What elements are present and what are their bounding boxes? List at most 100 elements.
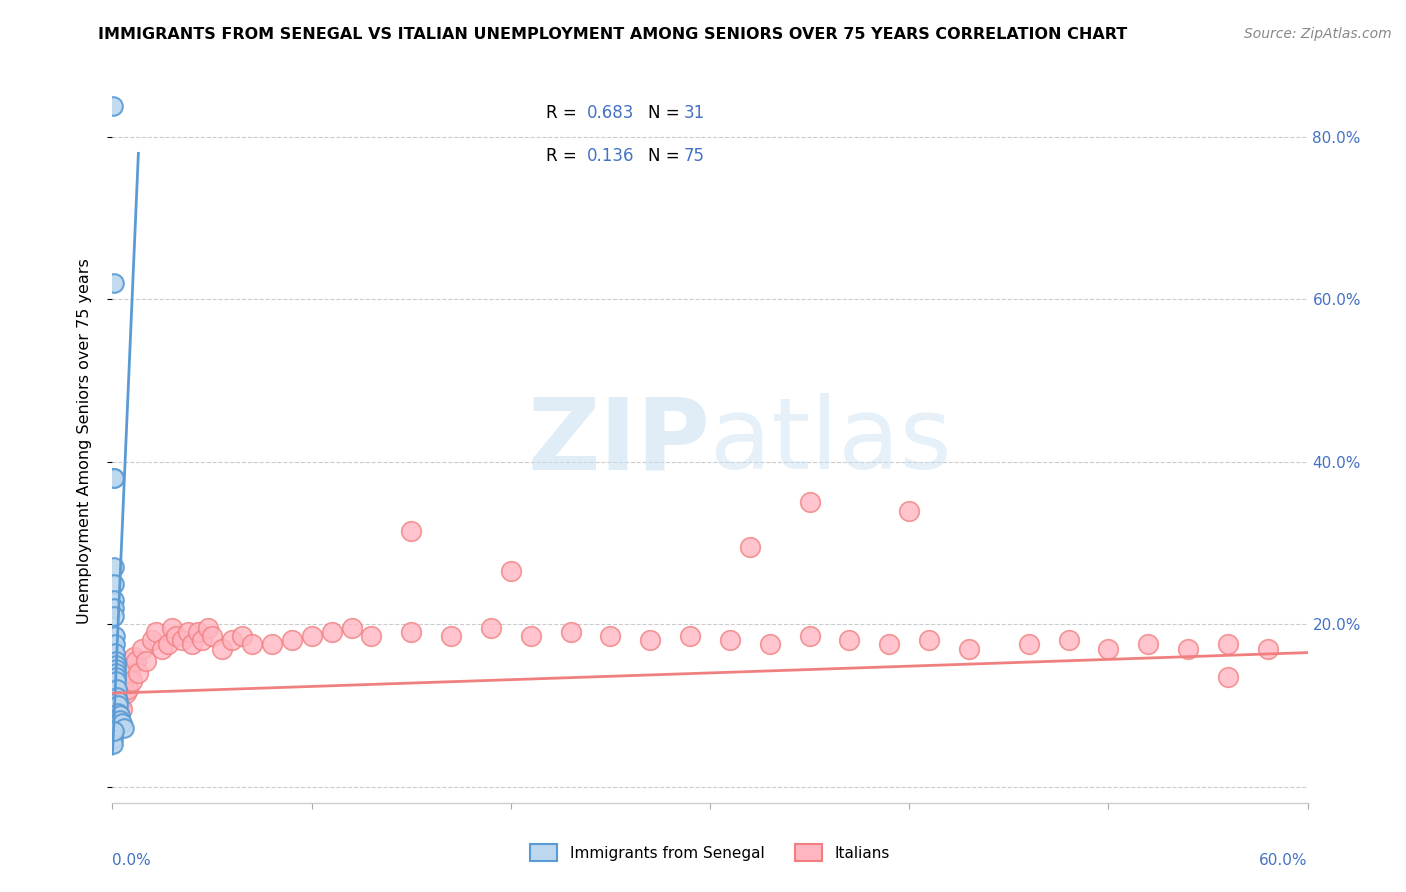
Text: 0.683: 0.683 [586, 103, 634, 122]
Text: R =: R = [547, 103, 582, 122]
Point [1057, 633, 1080, 648]
Text: Source: ZipAtlas.com: Source: ZipAtlas.com [1244, 27, 1392, 41]
Text: atlas: atlas [710, 393, 952, 490]
Point [103, 471, 125, 485]
Point [301, 629, 323, 643]
Point [110, 713, 132, 727]
Point [957, 641, 980, 656]
Point [107, 698, 129, 713]
Point [110, 686, 132, 700]
Point [679, 629, 702, 643]
Point [117, 682, 139, 697]
Point [103, 609, 125, 624]
Point [103, 737, 125, 751]
Point [104, 706, 127, 721]
Point [898, 503, 921, 517]
Text: N =: N = [648, 147, 685, 165]
Point [187, 625, 209, 640]
Point [799, 495, 821, 509]
Point [105, 706, 128, 721]
Point [1018, 638, 1040, 652]
Point [150, 641, 173, 656]
Point [107, 673, 129, 688]
Point [1216, 670, 1239, 684]
Point [107, 682, 129, 697]
Point [141, 633, 163, 648]
Point [599, 629, 621, 643]
Point [103, 277, 125, 291]
Point [107, 694, 129, 708]
Point [111, 678, 134, 692]
Text: 31: 31 [683, 103, 704, 122]
Point [221, 633, 243, 648]
Point [111, 716, 134, 731]
Point [135, 654, 157, 668]
Point [104, 682, 127, 697]
Point [321, 625, 343, 640]
Point [560, 625, 582, 640]
Text: 0.0%: 0.0% [112, 854, 152, 869]
Point [340, 621, 363, 635]
Point [121, 673, 143, 688]
Point [145, 625, 167, 640]
Point [240, 638, 263, 652]
Text: ZIP: ZIP [527, 393, 710, 490]
Point [103, 724, 125, 739]
Point [107, 694, 129, 708]
Point [120, 665, 142, 680]
Point [103, 732, 125, 747]
Point [131, 641, 153, 656]
Point [918, 633, 941, 648]
Point [125, 654, 148, 668]
Point [103, 471, 125, 485]
Point [110, 698, 132, 713]
Point [520, 629, 543, 643]
Point [157, 638, 180, 652]
Text: IMMIGRANTS FROM SENEGAL VS ITALIAN UNEMPLOYMENT AMONG SENIORS OVER 75 YEARS CORR: IMMIGRANTS FROM SENEGAL VS ITALIAN UNEMP… [98, 27, 1128, 42]
Point [104, 646, 127, 660]
Point [401, 524, 423, 538]
Text: 75: 75 [683, 147, 704, 165]
Point [1216, 638, 1239, 652]
Point [103, 576, 125, 591]
Point [201, 629, 224, 643]
Text: N =: N = [648, 103, 685, 122]
Point [127, 665, 149, 680]
Point [281, 633, 304, 648]
Point [879, 638, 901, 652]
Point [640, 633, 662, 648]
Point [105, 662, 128, 676]
Point [107, 690, 129, 705]
Point [181, 638, 204, 652]
Point [211, 641, 233, 656]
Point [105, 657, 128, 672]
Point [105, 670, 128, 684]
Point [107, 706, 129, 721]
Point [191, 633, 214, 648]
Point [124, 649, 146, 664]
Point [799, 629, 821, 643]
Point [738, 540, 761, 554]
Point [162, 621, 183, 635]
Point [499, 565, 522, 579]
Point [759, 638, 782, 652]
Point [114, 673, 135, 688]
Point [440, 629, 463, 643]
Point [165, 629, 187, 643]
Point [103, 99, 125, 113]
Point [1097, 641, 1119, 656]
Point [197, 621, 219, 635]
Point [105, 686, 128, 700]
Point [104, 638, 127, 652]
Point [177, 625, 200, 640]
Point [360, 629, 382, 643]
Point [401, 625, 423, 640]
Point [105, 665, 128, 680]
Point [231, 629, 253, 643]
Point [1137, 638, 1160, 652]
Point [111, 702, 134, 716]
Point [104, 629, 127, 643]
Point [260, 638, 283, 652]
Point [1177, 641, 1199, 656]
Point [103, 686, 125, 700]
